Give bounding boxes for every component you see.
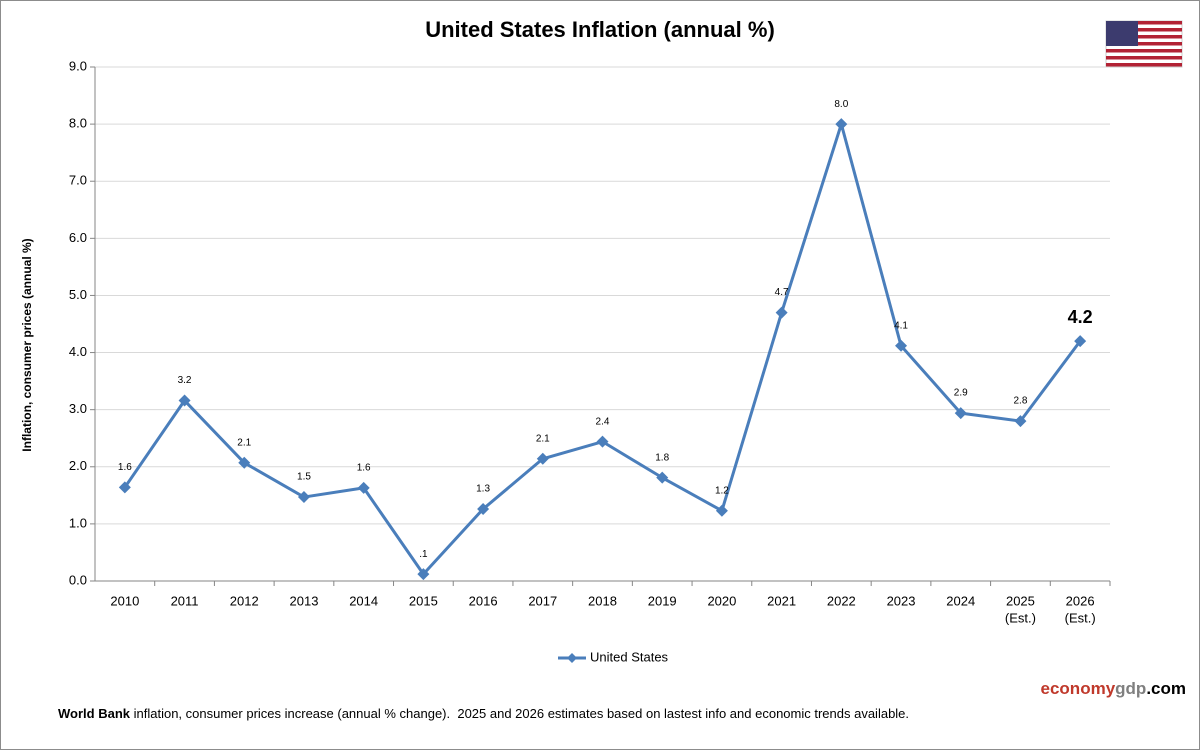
data-label: 4.1 [894,320,908,331]
brand-part: economy [1041,679,1116,698]
data-point [775,306,788,319]
footer-bold: World Bank [58,706,131,721]
data-point [715,504,728,517]
y-axis-label: Inflation, consumer prices (annual %) [20,238,34,451]
y-tick-label: 7.0 [69,173,87,188]
x-tick-label: 2010 [110,593,139,608]
data-point [835,118,848,131]
legend-label: United States [590,649,669,664]
data-point [477,503,490,516]
x-tick-label: 2018 [588,593,617,608]
x-tick-label: 2012 [230,593,259,608]
data-point [1014,415,1027,428]
x-tick-label: 2015 [409,593,438,608]
data-label: 3.2 [178,375,192,386]
x-tick-label: 2026 [1066,593,1095,608]
x-tick-label: 2021 [767,593,796,608]
data-label: 1.3 [476,484,490,495]
data-point [238,456,251,469]
y-tick-label: 8.0 [69,116,87,131]
x-tick-label: (Est.) [1005,610,1036,625]
data-label: 1.5 [297,472,311,483]
data-point [178,394,191,407]
y-tick-label: 1.0 [69,515,87,530]
y-tick-label: 9.0 [69,58,87,73]
data-label: 2.9 [954,388,968,399]
y-tick-label: 4.0 [69,344,87,359]
data-point [596,435,609,448]
x-tick-label: 2011 [171,593,199,608]
y-tick-label: 5.0 [69,287,87,302]
brand-part: gdp [1115,679,1146,698]
chart-title: United States Inflation (annual %) [425,17,775,42]
y-tick-label: 2.0 [69,458,87,473]
x-tick-label: 2019 [648,593,677,608]
x-tick-label: 2025 [1006,593,1035,608]
x-tick-label: 2013 [290,593,319,608]
data-label: 4.7 [775,287,789,298]
data-label: 2.8 [1013,396,1027,407]
legend-marker [567,653,577,663]
data-point [895,339,908,352]
data-label: 2.4 [596,416,610,427]
data-point [357,481,370,494]
data-label: .1 [419,549,428,560]
data-point [417,568,430,581]
x-tick-label: 2024 [946,593,975,608]
data-label: 8.0 [834,99,848,110]
data-point [297,491,310,504]
x-tick-label: 2020 [707,593,736,608]
brand-part: .com [1146,679,1186,698]
data-label: 2.1 [536,433,550,444]
data-label: 1.6 [357,463,371,474]
data-label: 4.2 [1068,307,1093,327]
y-tick-label: 3.0 [69,401,87,416]
data-label: 1.8 [655,452,669,463]
x-tick-label: 2023 [887,593,916,608]
data-label: 1.6 [118,462,132,473]
footer-note: World Bank inflation, consumer prices in… [58,706,909,721]
data-point [1074,335,1087,348]
data-point [536,452,549,465]
x-tick-label: 2014 [349,593,378,608]
x-tick-label: 2017 [528,593,557,608]
data-point [656,471,669,484]
y-tick-label: 6.0 [69,230,87,245]
data-point [118,481,131,494]
footer-text: inflation, consumer prices increase (ann… [130,706,909,721]
x-tick-label: (Est.) [1065,610,1096,625]
x-tick-label: 2016 [469,593,498,608]
flag [1105,20,1183,68]
data-label: 1.2 [715,485,729,496]
data-point [954,407,967,420]
y-tick-label: 0.0 [69,572,87,587]
brand: economygdp.com [1041,679,1186,698]
x-tick-label: 2022 [827,593,856,608]
data-label: 2.1 [237,437,251,448]
